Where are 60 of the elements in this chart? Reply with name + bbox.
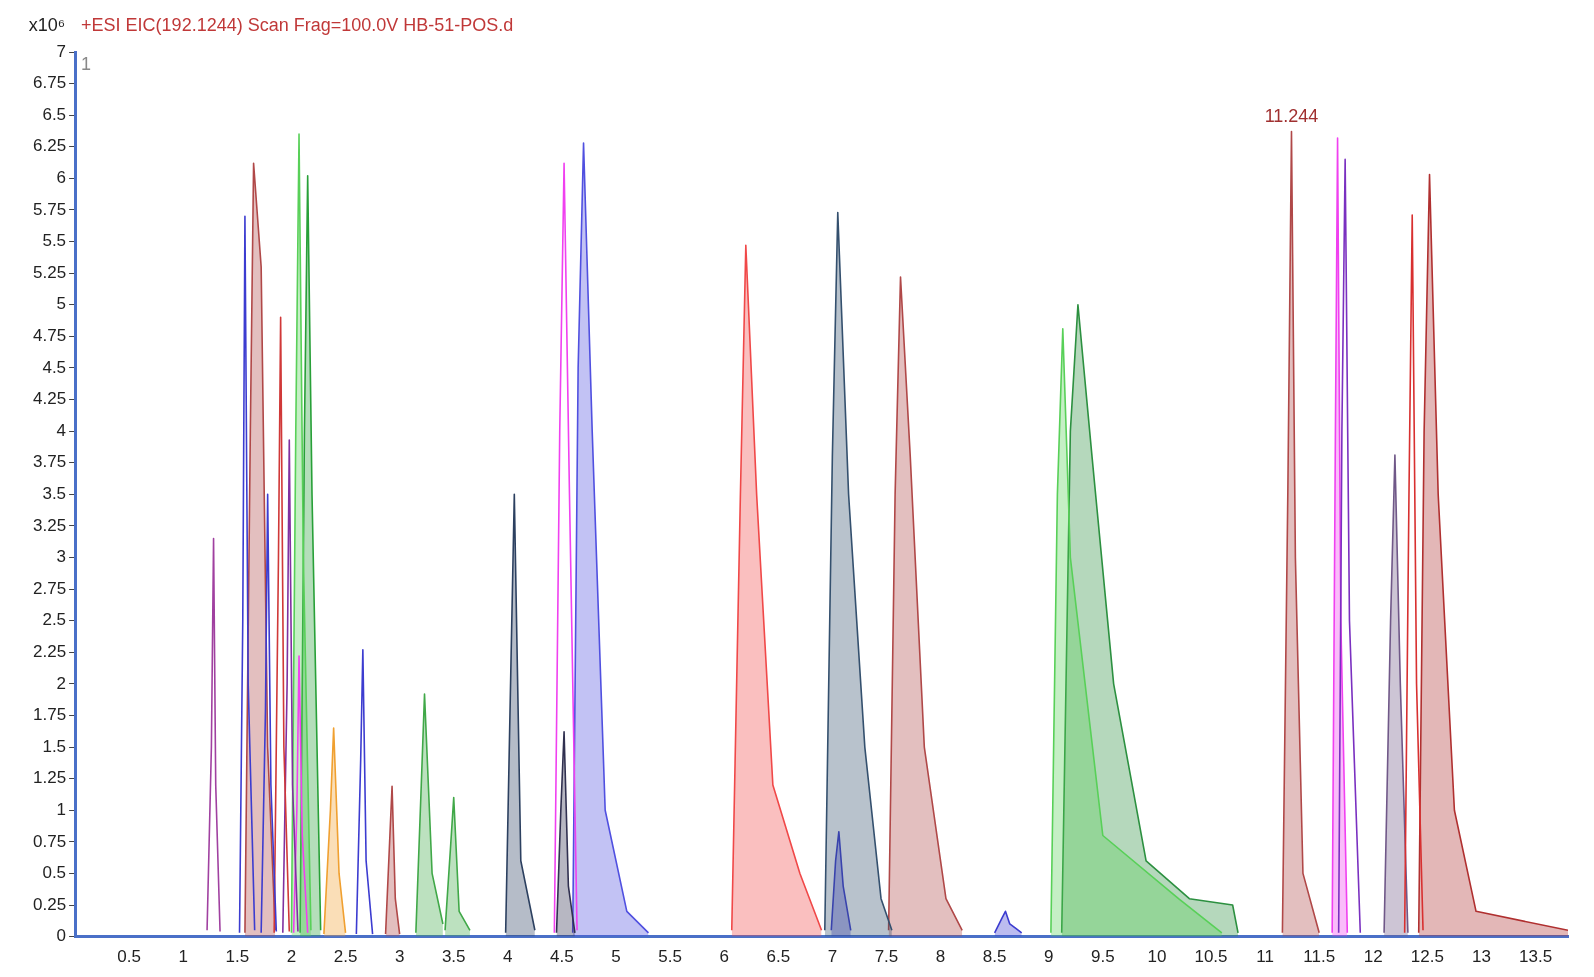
y-tick-label: 1 <box>56 799 67 819</box>
x-tick-label: 8.5 <box>982 947 1007 967</box>
y-tick-label: 1.75 <box>32 705 67 725</box>
x-tick-label: 11 <box>1256 947 1274 967</box>
y-tick-label: 0.75 <box>32 831 67 851</box>
x-tick-label: 4.5 <box>550 947 574 967</box>
x-tick-label: 5.5 <box>658 947 682 967</box>
y-tick-label: 5.5 <box>42 231 67 251</box>
y-tick-label: 6.25 <box>32 136 67 156</box>
y-axis-title: x10⁶ <box>28 14 66 35</box>
y-tick-label: 6.75 <box>32 73 67 93</box>
x-tick-label: 10.5 <box>1194 947 1228 967</box>
y-tick-label: 0 <box>56 926 67 946</box>
y-tick-label: 3.75 <box>32 452 67 472</box>
x-tick-label: 8 <box>935 947 946 967</box>
x-tick-label: 3.5 <box>441 947 466 967</box>
x-tick-label: 6 <box>719 947 729 967</box>
x-tick-label: 12 <box>1363 947 1383 967</box>
y-tick-label: 1.5 <box>42 736 67 756</box>
y-tick-label: 0.25 <box>32 894 67 914</box>
x-tick-label: 9 <box>1043 947 1054 967</box>
x-tick-label: 13 <box>1471 947 1491 967</box>
y-tick-label: 6.5 <box>42 104 67 124</box>
y-tick-label: 2.5 <box>42 610 67 630</box>
x-tick-label: 9.5 <box>1091 947 1115 967</box>
y-tick-label: 2 <box>56 673 67 693</box>
y-tick-label: 3.25 <box>32 515 67 535</box>
x-tick-label: 10 <box>1147 947 1167 967</box>
y-tick-label: 7 <box>56 41 67 61</box>
x-tick-label: 2.5 <box>333 947 358 967</box>
y-tick-label: 4 <box>56 420 67 440</box>
x-tick-label: 7.5 <box>874 947 899 967</box>
y-tick-label: 6 <box>56 168 67 188</box>
y-tick-label: 5 <box>56 294 67 314</box>
y-tick-label: 5.75 <box>32 199 67 219</box>
x-tick-label: 5 <box>611 947 621 967</box>
y-tick-label: 1.25 <box>32 768 67 788</box>
x-tick-label: 4 <box>503 947 513 967</box>
y-tick-label: 5.25 <box>32 262 67 282</box>
x-tick-label: 7 <box>827 947 838 967</box>
y-tick-label: 2.75 <box>32 578 67 598</box>
y-tick-label: 3.5 <box>42 483 67 503</box>
chart-title: +ESI EIC(192.1244) Scan Frag=100.0V HB-51-POS.d <box>81 14 514 35</box>
x-tick-label: 1.5 <box>225 947 250 967</box>
y-tick-label: 2.25 <box>32 641 67 661</box>
x-tick-label: 11.5 <box>1303 947 1336 967</box>
x-tick-label: 0.5 <box>117 947 141 967</box>
x-tick-label: 12.5 <box>1410 947 1444 967</box>
x-tick-label: 3 <box>394 947 405 967</box>
x-tick-label: 1 <box>178 947 188 967</box>
annotation: 11.244 <box>1264 105 1319 126</box>
y-tick-label: 4.25 <box>32 389 67 409</box>
y-tick-label: 3 <box>56 547 67 567</box>
y-tick-label: 4.75 <box>32 326 67 346</box>
x-tick-label: 13.5 <box>1519 947 1553 967</box>
x-tick-label: 6.5 <box>766 947 791 967</box>
y-tick-label: 4.5 <box>42 357 67 377</box>
annotation: 1 <box>81 53 92 74</box>
y-tick-label: 0.5 <box>42 863 67 883</box>
x-tick-label: 2 <box>286 947 297 967</box>
